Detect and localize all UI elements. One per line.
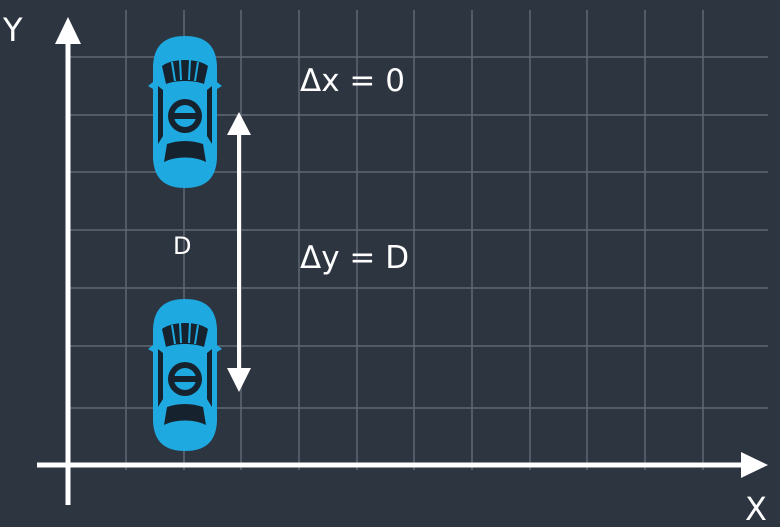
car-top-view-icon bbox=[147, 35, 223, 189]
delta-y-annotation: Δy = D bbox=[300, 240, 410, 276]
y-axis-label: Y bbox=[3, 11, 23, 49]
double-headed-arrow-icon bbox=[227, 112, 251, 392]
car-top-view-icon bbox=[147, 298, 223, 452]
x-axis bbox=[37, 452, 768, 478]
delta-x-annotation: Δx = 0 bbox=[300, 63, 405, 99]
x-axis-label: X bbox=[745, 490, 767, 527]
y-axis bbox=[55, 17, 81, 505]
distance-label: D bbox=[173, 232, 192, 260]
